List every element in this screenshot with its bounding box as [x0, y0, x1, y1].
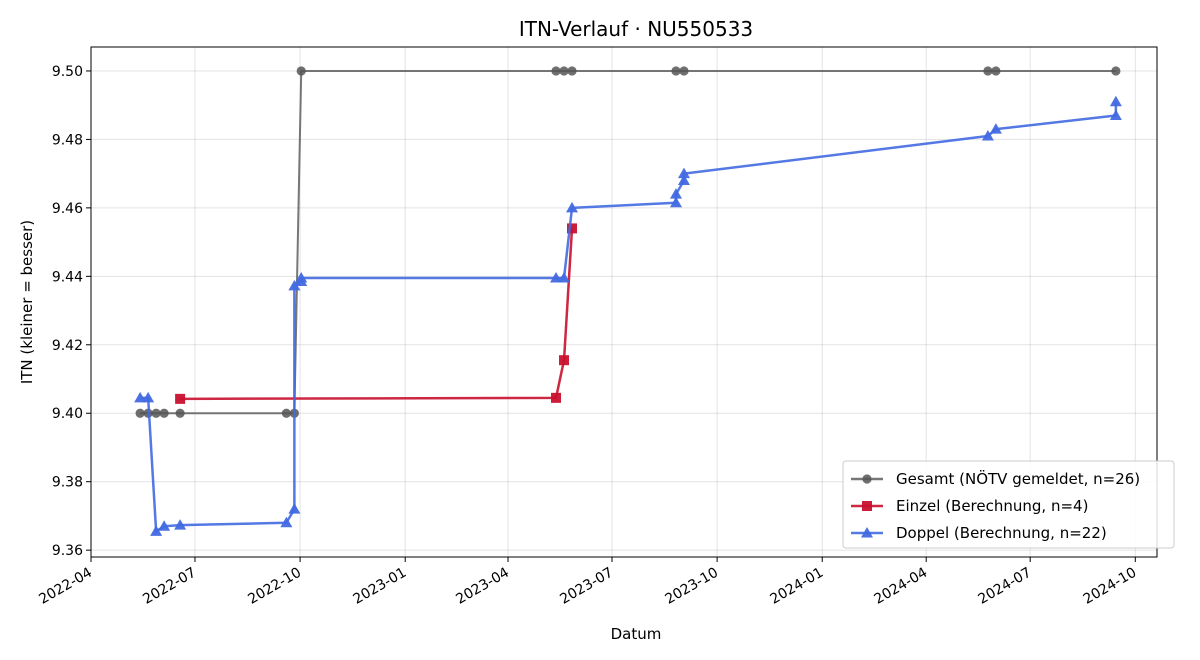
y-tick-label: 9.38: [52, 475, 83, 491]
data-point: [669, 196, 682, 208]
data-point: [1109, 95, 1122, 107]
data-point: [175, 393, 186, 404]
legend-item: Doppel (Berechnung, n=22): [851, 524, 1107, 542]
legend-item: Gesamt (NÖTV gemeldet, n=26): [851, 469, 1140, 488]
data-point: [559, 66, 569, 76]
data-point: [151, 408, 161, 418]
data-point: [296, 66, 306, 76]
data-point: [295, 272, 308, 283]
x-tick-label: 2023-07: [557, 565, 616, 608]
data-point: [175, 408, 185, 418]
data-point: [981, 129, 994, 141]
x-tick-label: 2022-10: [245, 565, 304, 608]
x-tick-label: 2023-01: [351, 565, 410, 608]
data-point: [669, 188, 682, 199]
y-axis: 9.36 9.38 9.40 9.42 9.44 9.46 9.48 9.50: [52, 64, 91, 559]
x-tick-label: 2024-10: [1081, 565, 1140, 608]
data-point: [550, 272, 563, 283]
legend-label: Gesamt (NÖTV gemeldet, n=26): [896, 469, 1140, 488]
y-tick-label: 9.44: [52, 269, 83, 285]
series-triangle: [134, 95, 1122, 536]
y-tick-label: 9.42: [52, 338, 83, 354]
data-point: [134, 391, 147, 403]
x-tick-label: 2024-07: [976, 565, 1035, 608]
data-point: [991, 66, 1001, 76]
data-point: [679, 66, 689, 76]
x-tick-label: 2024-04: [872, 565, 931, 608]
x-tick-label: 2022-07: [140, 565, 199, 608]
chart-title: ITN-Verlauf · NU550533: [519, 17, 753, 41]
data-point: [677, 174, 690, 185]
legend-item: Einzel (Berechnung, n=4): [851, 497, 1088, 515]
data-point: [551, 66, 561, 76]
x-axis-label: Datum: [611, 625, 662, 643]
plot-frame: [90, 46, 1158, 558]
series-square: [175, 223, 578, 404]
series-circle: [135, 66, 1121, 418]
data-point: [677, 167, 690, 179]
data-point: [1109, 109, 1122, 120]
data-point: [1111, 66, 1121, 76]
y-axis-label: ITN (kleiner = besser): [18, 220, 36, 384]
data-point: [142, 391, 155, 403]
data-point: [989, 123, 1002, 134]
data-point: [135, 408, 145, 418]
data-point: [288, 503, 301, 514]
x-axis: 2022-04 2022-07 2022-10 2023-01 2023-04 2023-…: [36, 557, 1139, 608]
series-line: [180, 228, 574, 401]
x-tick-label: 2024-01: [768, 565, 827, 608]
y-tick-label: 9.40: [52, 406, 83, 422]
legend-label: Doppel (Berechnung, n=22): [896, 524, 1107, 542]
series-line: [140, 69, 1116, 415]
legend-marker: [861, 527, 873, 538]
series-layer: [134, 66, 1122, 536]
y-tick-label: 9.48: [52, 132, 83, 148]
data-point: [150, 525, 163, 536]
x-tick-label: 2023-10: [662, 565, 721, 608]
legend-label: Einzel (Berechnung, n=4): [896, 497, 1088, 515]
data-point: [551, 392, 562, 403]
y-tick-label: 9.50: [52, 64, 83, 80]
data-point: [159, 408, 169, 418]
data-point: [288, 279, 301, 291]
data-point: [558, 272, 571, 283]
legend: Gesamt (NÖTV gemeldet, n=26) Einzel (Bere…: [842, 460, 1175, 549]
data-point: [174, 519, 187, 530]
data-point: [281, 408, 291, 418]
y-tick-label: 9.36: [52, 543, 83, 559]
data-point: [566, 201, 579, 213]
y-tick-label: 9.46: [52, 201, 83, 217]
data-point: [158, 520, 171, 531]
data-point: [567, 223, 578, 234]
x-tick-label: 2022-04: [36, 565, 95, 608]
legend-box: [842, 460, 1175, 549]
legend-marker: [862, 501, 872, 511]
data-point: [671, 66, 681, 76]
data-point: [559, 355, 570, 366]
x-tick-label: 2023-04: [453, 565, 512, 608]
data-point: [983, 66, 993, 76]
data-point: [280, 516, 293, 528]
data-point: [567, 66, 577, 76]
legend-marker: [862, 474, 872, 484]
